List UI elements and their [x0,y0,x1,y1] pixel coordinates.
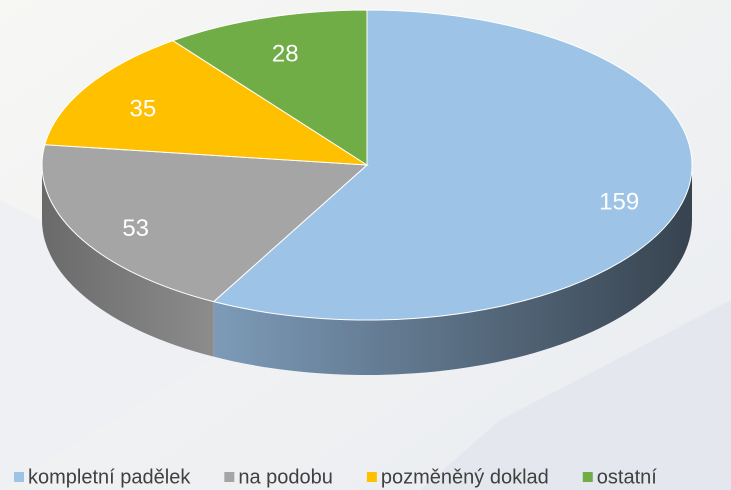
legend-label: kompletní padělek [28,466,191,488]
data-label: 35 [129,96,156,123]
legend-marker [366,472,377,482]
background-shape [420,300,731,490]
legend-label: pozměněný doklad [381,466,549,488]
data-label: 28 [272,41,299,68]
slice [44,40,369,166]
slice [212,9,693,321]
slice [171,9,368,166]
legend-marker [224,472,235,482]
legend-label: na podobu [238,466,333,488]
slice [41,144,369,303]
data-label: 159 [599,188,639,215]
legend-label: ostatní [597,466,657,488]
slice-side [42,165,214,357]
data-label: 53 [122,215,149,242]
legend-marker [582,472,593,482]
legend-marker [14,472,24,482]
slice-side [213,165,693,375]
